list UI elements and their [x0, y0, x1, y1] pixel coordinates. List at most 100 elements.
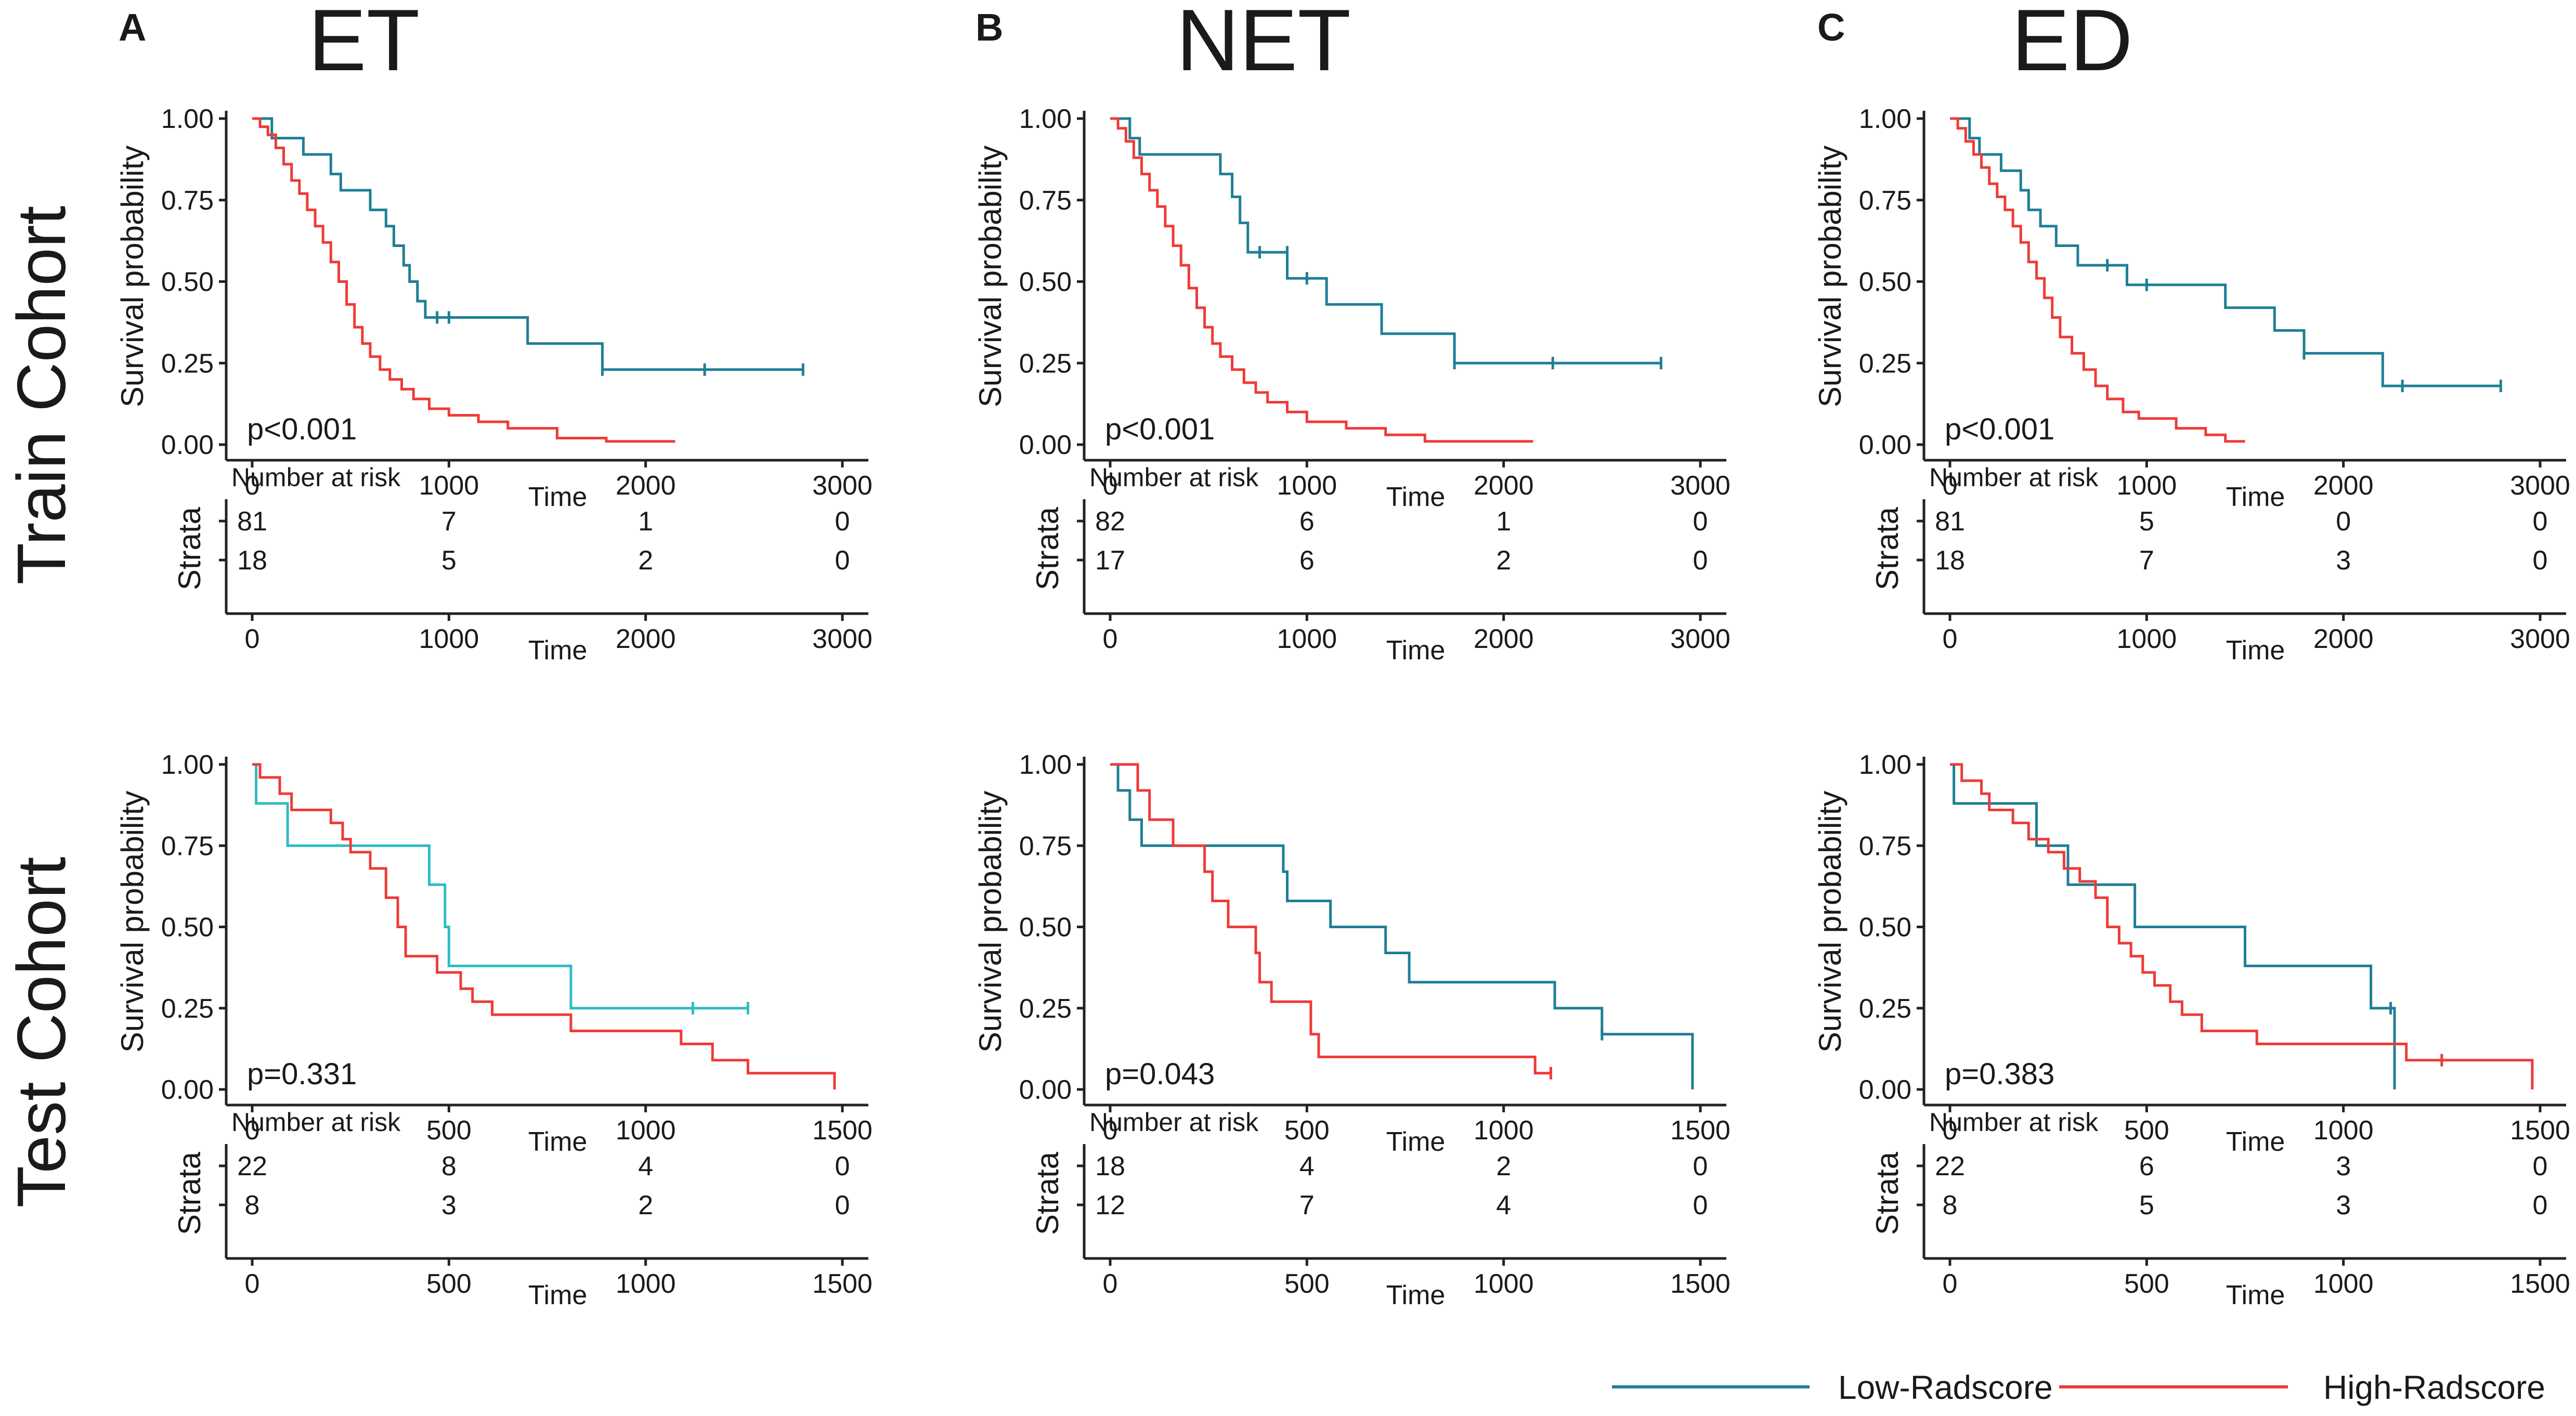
x-tick-label: 3000 — [812, 471, 873, 501]
risk-table: Number at risk Strata 22 8 4 0 8 3 2 0 0 500 1000 150… — [172, 1108, 873, 1310]
risk-x-tick-label: 500 — [1284, 1269, 1330, 1299]
x-axis-title: Time — [528, 1127, 588, 1157]
risk-table: Number at risk Strata 22 6 3 0 8 5 3 0 0 500 1000 150… — [1870, 1108, 2570, 1310]
risk-count: 5 — [441, 545, 457, 576]
y-tick-label: 0.50 — [1859, 267, 1911, 297]
strata-label: Strata — [1870, 506, 1905, 590]
p-value-label: p<0.001 — [1105, 412, 1215, 446]
risk-table: Number at risk Strata 81 5 0 0 18 7 3 0 0 1000 2000 3… — [1870, 463, 2570, 666]
y-tick-label: 0.25 — [161, 994, 214, 1024]
risk-count: 0 — [1693, 1190, 1708, 1220]
risk-x-tick-label: 0 — [245, 1269, 260, 1299]
p-value-label: p=0.383 — [1945, 1057, 2054, 1091]
x-tick-label: 1000 — [2116, 471, 2177, 501]
x-tick-label: 0 — [245, 471, 260, 501]
column-title-et: ET — [308, 0, 420, 89]
risk-x-tick-label: 0 — [245, 624, 260, 654]
x-tick-label: 500 — [426, 1115, 472, 1146]
risk-x-tick-label: 1000 — [616, 1269, 676, 1299]
p-value-label: p=0.331 — [247, 1057, 357, 1091]
risk-x-tick-label: 3000 — [1670, 624, 1731, 654]
y-axis-title: Survival probability — [1813, 791, 1848, 1053]
risk-table-title: Number at risk — [231, 463, 401, 492]
risk-table-title: Number at risk — [231, 1108, 401, 1137]
panel-letter-a: A — [119, 6, 146, 49]
x-tick-label: 1500 — [1670, 1115, 1731, 1146]
risk-count: 2 — [1496, 545, 1511, 576]
y-tick-label: 0.00 — [161, 430, 214, 460]
y-tick-label: 0.25 — [1859, 348, 1911, 379]
x-tick-label: 2000 — [2313, 471, 2374, 501]
high-radscore-curve — [1950, 763, 2534, 1089]
risk-count: 4 — [638, 1151, 653, 1181]
y-axis-title: Survival probability — [115, 146, 150, 408]
low-radscore-curve — [252, 763, 748, 1010]
risk-count: 0 — [835, 506, 850, 537]
y-tick-label: 0.50 — [1859, 913, 1911, 943]
high-radscore-curve — [1110, 117, 1533, 443]
km-panel-c-test: 0.000.250.500.751.000 500 1000 1500TimeSurv… — [1813, 750, 2570, 1310]
y-tick-label: 0.75 — [161, 186, 214, 216]
x-tick-label: 2000 — [616, 471, 676, 501]
x-tick-label: 1000 — [616, 1115, 676, 1146]
risk-x-tick-label: 500 — [2124, 1269, 2169, 1299]
y-tick-label: 1.00 — [161, 750, 214, 780]
strata-label: Strata — [172, 1151, 207, 1235]
km-panel-b-test: 0.00 0.25 0.50 0.75 1.00 0 500 1000 1500 Time Surv… — [973, 750, 1731, 1310]
risk-x-tick-label: 1500 — [812, 1269, 873, 1299]
risk-count: 6 — [1299, 545, 1315, 576]
risk-count: 4 — [1299, 1151, 1315, 1181]
risk-count: 0 — [2533, 1190, 2548, 1220]
legend: Low-Radscore High-Radscore — [1612, 1369, 2545, 1406]
risk-x-tick-label: 3000 — [2510, 624, 2570, 654]
risk-count: 18 — [1935, 545, 1965, 576]
risk-x-tick-label: 0 — [1943, 1269, 1958, 1299]
y-tick-label: 0.50 — [161, 913, 214, 943]
km-panel-a-train: 0.000.250.500.751.000 1000 2000 3000TimeSur… — [115, 104, 873, 666]
y-axis-title: Survival probability — [973, 791, 1008, 1053]
column-title-net: NET — [1176, 0, 1351, 89]
risk-x-tick-label: 0 — [1943, 624, 1958, 654]
y-tick-label: 1.00 — [1859, 750, 1911, 780]
risk-x-tick-label: 1000 — [2313, 1269, 2374, 1299]
y-tick-label: 1.00 — [1859, 104, 1911, 134]
risk-table: Number at risk Strata 82 6 1 0 17 6 2 0 0 1000 2000 3… — [1030, 463, 1731, 666]
risk-x-axis-title: Time — [1386, 1280, 1446, 1310]
x-axis-title: Time — [528, 482, 588, 512]
risk-count: 2 — [638, 1190, 653, 1220]
risk-x-tick-label: 1000 — [1474, 1269, 1534, 1299]
x-tick-label: 500 — [2124, 1115, 2169, 1146]
y-tick-label: 0.25 — [161, 348, 214, 379]
x-tick-label: 0 — [1103, 471, 1118, 501]
panel-letter-c: C — [1817, 6, 1845, 49]
x-tick-label: 2000 — [1474, 471, 1534, 501]
y-tick-label: 0.75 — [1859, 831, 1911, 861]
x-tick-label: 1000 — [2313, 1115, 2374, 1146]
risk-x-tick-label: 2000 — [2313, 624, 2374, 654]
risk-x-tick-label: 0 — [1103, 1269, 1118, 1299]
risk-count: 5 — [2139, 1190, 2154, 1220]
y-tick-label: 0.00 — [1859, 1075, 1911, 1105]
risk-count: 7 — [441, 506, 457, 537]
x-axis-title: Time — [2226, 482, 2285, 512]
risk-x-tick-label: 1500 — [2510, 1269, 2570, 1299]
y-tick-label: 0.75 — [161, 831, 214, 861]
risk-count: 0 — [1693, 506, 1708, 537]
x-tick-label: 3000 — [1670, 471, 1731, 501]
risk-count: 6 — [1299, 506, 1315, 537]
panel-letter-b: B — [975, 6, 1003, 49]
risk-table-title: Number at risk — [1929, 463, 2099, 492]
risk-x-tick-label: 2000 — [1474, 624, 1534, 654]
risk-x-axis-title: Time — [2226, 635, 2285, 666]
risk-count: 0 — [2533, 506, 2548, 537]
high-radscore-curve — [1110, 763, 1551, 1075]
y-tick-label: 1.00 — [1019, 104, 1072, 134]
risk-count: 1 — [1496, 506, 1511, 537]
risk-x-tick-label: 2000 — [616, 624, 676, 654]
risk-x-tick-label: 3000 — [812, 624, 873, 654]
risk-count: 22 — [237, 1151, 267, 1181]
risk-count: 7 — [1299, 1190, 1315, 1220]
y-tick-label: 0.50 — [1019, 267, 1072, 297]
y-tick-label: 0.75 — [1019, 186, 1072, 216]
